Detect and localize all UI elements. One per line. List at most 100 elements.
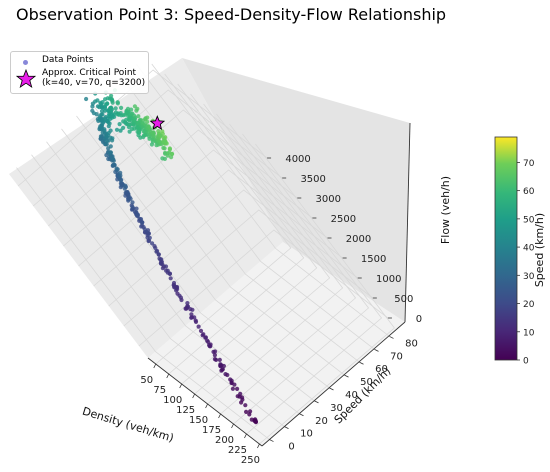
data-point xyxy=(111,162,116,167)
data-point xyxy=(162,156,167,161)
data-point xyxy=(218,364,223,369)
data-point xyxy=(185,301,190,306)
colorbar-tick-label: 40 xyxy=(523,244,535,254)
x-tick-mark xyxy=(218,413,221,419)
data-point xyxy=(108,144,113,149)
colorbar: 0 10 20 30 40 50 60 70 Speed (km/h) xyxy=(494,136,546,367)
data-point xyxy=(170,151,175,157)
data-point xyxy=(104,142,109,147)
data-point xyxy=(112,114,117,119)
data-point xyxy=(108,106,113,111)
z-tick-label: 3500 xyxy=(300,174,325,185)
x-tick-mark xyxy=(166,373,170,379)
data-point xyxy=(142,227,147,232)
data-point xyxy=(205,338,210,343)
data-point xyxy=(161,139,166,144)
data-point xyxy=(126,114,131,119)
y-tick-mark xyxy=(269,439,274,442)
y-tick-label: 20 xyxy=(315,416,328,427)
data-point xyxy=(158,257,163,262)
data-point xyxy=(160,266,165,271)
grid-line-speed xyxy=(121,77,375,350)
data-point xyxy=(127,129,132,134)
grid-line-density xyxy=(229,123,370,425)
x-tick-mark xyxy=(153,363,157,369)
data-point xyxy=(123,193,128,198)
data-point xyxy=(95,98,100,103)
y-tick-label: 70 xyxy=(390,351,403,362)
grid-line-flow xyxy=(32,89,283,207)
y-tick-label: 60 xyxy=(375,364,388,375)
data-point xyxy=(165,270,170,275)
axis-lines xyxy=(147,122,411,447)
data-point xyxy=(146,238,152,243)
grid-line-density xyxy=(203,103,344,405)
z-tick-label: 4000 xyxy=(285,154,310,165)
y-tick-label: 50 xyxy=(360,377,373,388)
colorbar-label: Speed (km/h) xyxy=(533,213,546,287)
data-point xyxy=(207,343,212,348)
grid-lines xyxy=(16,63,395,445)
data-point xyxy=(249,417,254,422)
colorbar-tick-label: 0 xyxy=(523,357,529,367)
data-point xyxy=(90,104,95,109)
colorbar-tick-label: 60 xyxy=(523,187,535,197)
data-point xyxy=(193,319,199,324)
legend-dot-icon xyxy=(23,60,28,65)
data-point xyxy=(110,136,115,141)
data-point xyxy=(114,127,120,132)
data-point xyxy=(135,121,141,126)
data-point xyxy=(239,400,244,405)
data-point xyxy=(126,197,131,202)
grid-line-speed xyxy=(61,128,315,402)
data-point xyxy=(134,206,139,211)
data-point xyxy=(243,403,248,408)
x-tick-mark xyxy=(192,393,195,399)
y-tick-mark xyxy=(314,400,319,404)
z-tick-label: 3000 xyxy=(316,194,341,205)
y-tick-mark xyxy=(299,413,304,417)
data-point xyxy=(168,276,173,281)
colorbar-tick-label: 50 xyxy=(523,215,535,225)
x-tick-label: 50 xyxy=(140,375,153,386)
data-point xyxy=(163,135,168,140)
legend-label-detail: (k=40, v=70, q=3200) xyxy=(42,78,146,88)
legend-star-icon xyxy=(16,69,36,88)
y-tick-mark xyxy=(359,361,364,365)
grid-line-flow xyxy=(138,229,389,347)
data-point xyxy=(150,241,155,246)
data-point xyxy=(91,111,96,116)
critical-point-star xyxy=(149,115,166,130)
x-axis-line xyxy=(147,357,263,447)
x-tick-label: 100 xyxy=(163,395,182,406)
data-point xyxy=(235,386,240,391)
data-point xyxy=(99,104,104,109)
legend-entry-critical-point: Approx. Critical Point (k=40, v=70, q=32… xyxy=(11,66,148,92)
y-tick-label: 80 xyxy=(405,338,418,349)
grid-line-flow xyxy=(78,149,328,267)
chart-title: Observation Point 3: Speed-Density-Flow … xyxy=(16,5,447,24)
data-point xyxy=(102,127,107,132)
data-point xyxy=(143,116,148,121)
y-tick-label: 40 xyxy=(345,390,358,401)
data-point xyxy=(203,335,208,340)
data-point xyxy=(143,132,148,137)
x-tick-label: 250 xyxy=(241,455,260,466)
data-point xyxy=(159,261,164,266)
x-tick-mark xyxy=(231,423,234,429)
x-tick-label: 125 xyxy=(176,405,195,416)
data-point xyxy=(106,156,111,162)
data-point xyxy=(165,151,170,156)
z-tick-label: 2500 xyxy=(331,214,356,225)
data-point xyxy=(123,183,128,188)
colorbar-tick-label: 30 xyxy=(523,272,535,282)
grid-line-flow xyxy=(93,169,343,287)
data-point xyxy=(119,183,124,188)
data-point xyxy=(211,349,216,354)
data-points xyxy=(84,88,258,425)
z-tick-label: 500 xyxy=(394,294,413,305)
data-point xyxy=(105,101,110,106)
grid-line-density xyxy=(190,93,331,395)
data-point xyxy=(200,333,205,338)
data-point xyxy=(110,156,115,161)
